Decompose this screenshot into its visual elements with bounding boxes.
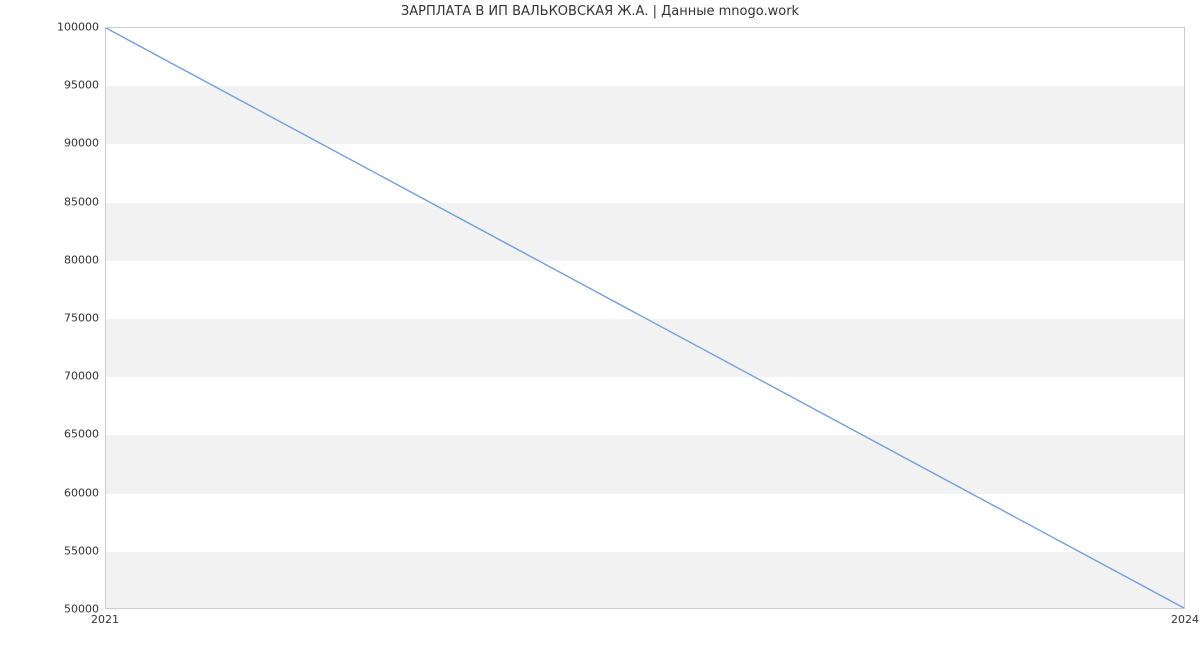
y-tick-label: 95000 (64, 79, 99, 92)
line-layer (106, 28, 1184, 608)
y-tick-label: 60000 (64, 486, 99, 499)
chart-title: ЗАРПЛАТА В ИП ВАЛЬКОВСКАЯ Ж.А. | Данные … (0, 4, 1200, 19)
y-tick-label: 65000 (64, 428, 99, 441)
plot-area (105, 27, 1185, 609)
y-tick-label: 100000 (57, 21, 99, 34)
y-tick-label: 90000 (64, 137, 99, 150)
series-line (106, 28, 1184, 608)
x-tick-label: 2024 (1171, 613, 1199, 626)
y-tick-label: 75000 (64, 312, 99, 325)
y-tick-label: 70000 (64, 370, 99, 383)
x-tick-label: 2021 (91, 613, 119, 626)
line-chart: ЗАРПЛАТА В ИП ВАЛЬКОВСКАЯ Ж.А. | Данные … (0, 0, 1200, 650)
y-tick-label: 85000 (64, 195, 99, 208)
y-tick-label: 55000 (64, 544, 99, 557)
y-tick-label: 80000 (64, 253, 99, 266)
